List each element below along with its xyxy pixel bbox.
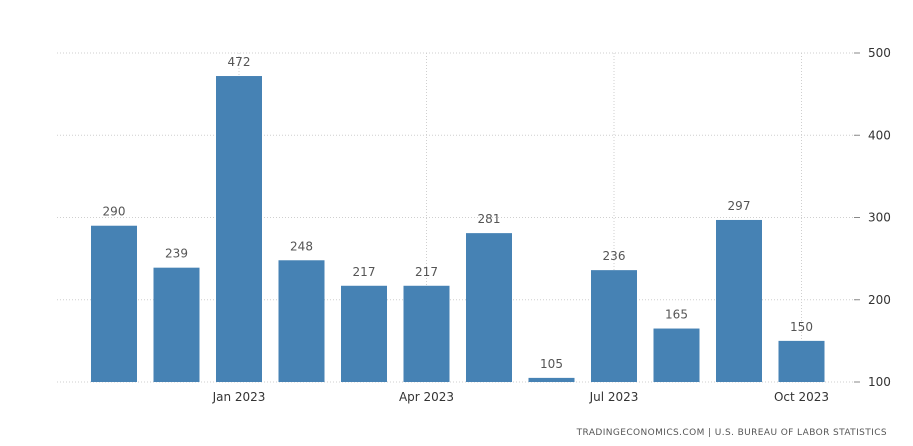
bar: [403, 285, 450, 382]
data-label: 281: [478, 212, 501, 226]
data-label: 105: [540, 357, 563, 371]
bar: [716, 219, 762, 382]
y-tick-label: 400: [868, 128, 891, 142]
y-tick-label: 200: [868, 293, 891, 307]
bars: [91, 76, 825, 382]
bar: [341, 285, 387, 382]
data-label: 165: [665, 308, 688, 322]
bar: [91, 225, 137, 382]
bar: [528, 377, 575, 382]
x-axis-ticks: Jan 2023 Apr 2023 Jul 2023 Oct 2023: [212, 390, 829, 404]
data-label: 472: [228, 55, 251, 69]
x-tick-label: Apr 2023: [399, 390, 454, 404]
data-label: 239: [165, 247, 188, 261]
x-tick-label: Oct 2023: [774, 390, 829, 404]
x-tick-label: Jan 2023: [212, 390, 266, 404]
data-label: 217: [415, 265, 438, 279]
data-label: 236: [603, 249, 626, 263]
bar: [466, 233, 512, 382]
data-label: 150: [790, 320, 813, 334]
data-label: 217: [353, 265, 376, 279]
y-tick-label: 300: [868, 211, 891, 225]
bar: [591, 270, 637, 382]
bar: [778, 340, 825, 382]
data-label: 290: [103, 205, 126, 219]
bar: [153, 267, 200, 382]
y-tick-label: 100: [868, 375, 891, 389]
data-label: 248: [290, 239, 313, 253]
source-credit: TRADINGECONOMICS.COM | U.S. BUREAU OF LA…: [576, 428, 887, 438]
x-tick-label: Jul 2023: [589, 390, 639, 404]
bar: [216, 76, 262, 382]
bar: [278, 260, 325, 382]
y-axis-ticks: 100 200 300 400 500: [854, 46, 891, 389]
data-label: 297: [728, 199, 751, 213]
data-labels: 290 239 472 248 217 217 281 105 236 165 297 150: [103, 55, 813, 371]
y-tick-label: 500: [868, 46, 891, 60]
bar: [653, 328, 700, 382]
